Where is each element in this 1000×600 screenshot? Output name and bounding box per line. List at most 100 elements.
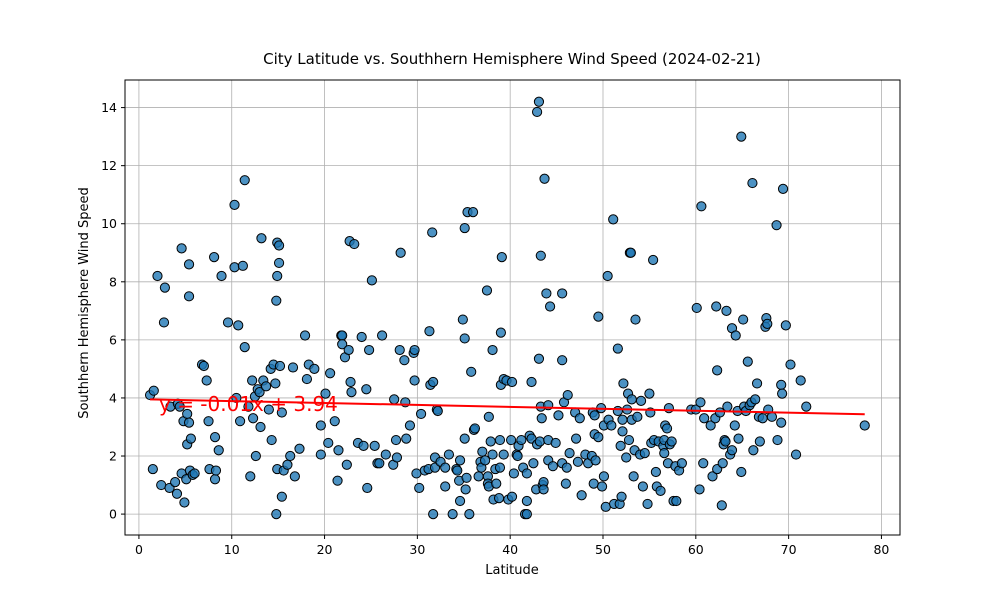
data-point <box>337 339 348 350</box>
data-point <box>432 405 443 417</box>
data-point <box>650 466 661 478</box>
data-point <box>250 450 261 462</box>
data-point <box>736 466 747 478</box>
data-point <box>544 301 556 312</box>
y-tick-label: 0 <box>109 507 117 522</box>
data-point <box>183 291 195 302</box>
data-point <box>147 463 158 475</box>
data-point <box>454 455 466 466</box>
data-point <box>729 420 740 431</box>
data-point <box>273 257 285 269</box>
data-point <box>533 353 545 364</box>
data-point <box>859 420 870 431</box>
x-tick-label: 80 <box>873 542 889 557</box>
data-point <box>459 433 470 444</box>
data-point <box>374 458 385 469</box>
y-tick-label: 4 <box>109 390 117 405</box>
data-point <box>222 317 234 328</box>
data-point <box>534 436 545 447</box>
data-point <box>648 254 659 266</box>
y-tick-label: 8 <box>109 274 117 289</box>
data-point <box>637 481 649 492</box>
data-point <box>245 471 256 482</box>
data-point <box>776 379 787 390</box>
data-point <box>570 433 582 444</box>
data-point <box>801 401 812 412</box>
data-point <box>366 275 377 286</box>
data-point <box>771 220 782 231</box>
data-point <box>289 471 300 482</box>
data-point <box>341 459 352 470</box>
data-point <box>751 378 763 389</box>
data-point <box>676 458 687 469</box>
data-point <box>209 432 221 443</box>
data-point <box>337 330 348 341</box>
data-point <box>535 250 546 261</box>
data-point <box>699 413 710 424</box>
data-point <box>487 449 498 460</box>
data-point <box>762 318 773 330</box>
data-point <box>716 500 727 511</box>
data-point <box>459 222 470 234</box>
data-point <box>395 247 406 258</box>
data-point <box>294 443 305 454</box>
data-point <box>628 471 639 482</box>
data-point <box>659 448 670 459</box>
data-point <box>691 302 702 314</box>
data-point <box>777 183 789 194</box>
data-point <box>171 488 183 499</box>
data-point <box>644 388 655 399</box>
data-point <box>712 365 723 376</box>
data-point <box>617 414 628 425</box>
data-point <box>315 420 326 431</box>
data-point <box>593 311 604 322</box>
data-point <box>203 416 214 427</box>
data-point <box>639 448 650 459</box>
data-point <box>772 434 783 446</box>
x-axis-label: Latitude <box>485 563 539 578</box>
data-point <box>480 455 491 466</box>
data-point <box>608 214 619 225</box>
data-point <box>369 440 380 451</box>
data-point <box>216 270 227 282</box>
x-tick-label: 60 <box>688 542 704 557</box>
data-point <box>234 416 246 427</box>
data-point <box>394 344 405 356</box>
data-point <box>427 227 438 238</box>
data-point <box>325 368 336 379</box>
data-point <box>276 407 287 418</box>
data-point <box>183 259 195 270</box>
data-point <box>625 247 636 258</box>
data-point <box>612 343 623 354</box>
data-point <box>263 404 274 415</box>
x-tick-label: 0 <box>135 542 143 557</box>
data-point <box>536 413 547 424</box>
data-point <box>209 474 221 485</box>
data-point <box>508 468 519 479</box>
data-point <box>285 450 296 462</box>
data-point <box>159 282 171 293</box>
data-point <box>457 314 468 325</box>
data-point <box>696 201 707 212</box>
data-point <box>557 288 568 299</box>
data-point <box>266 434 277 446</box>
data-point <box>440 481 451 492</box>
data-point <box>795 375 806 386</box>
data-point <box>466 366 477 377</box>
data-point <box>356 331 367 343</box>
data-point <box>516 434 527 446</box>
data-point <box>541 288 552 299</box>
data-point <box>229 262 240 273</box>
data-point <box>560 478 571 489</box>
data-point <box>533 96 545 107</box>
data-point <box>329 416 340 427</box>
data-point <box>626 394 637 405</box>
regression-line <box>150 398 865 416</box>
data-point <box>736 131 747 142</box>
data-point <box>176 243 187 254</box>
data-point <box>506 434 517 446</box>
data-point <box>247 413 259 424</box>
x-tick-label: 30 <box>409 542 425 557</box>
data-point <box>333 445 344 456</box>
data-point <box>785 359 796 370</box>
